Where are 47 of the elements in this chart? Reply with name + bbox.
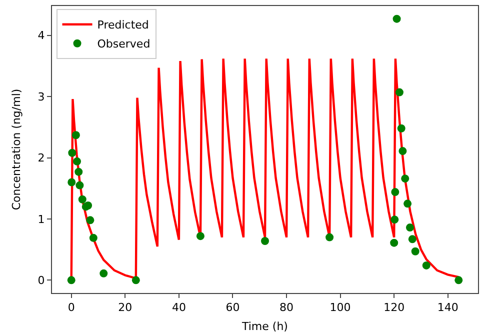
point xyxy=(398,147,407,156)
y-tick-label: 2 xyxy=(38,152,45,165)
point xyxy=(397,124,406,132)
x-tick-label: 40 xyxy=(172,301,186,314)
point xyxy=(86,216,94,224)
point xyxy=(68,148,76,157)
point xyxy=(89,234,98,242)
point xyxy=(408,235,416,244)
legend-label: Observed xyxy=(97,38,150,51)
point xyxy=(392,14,401,23)
point xyxy=(401,174,410,183)
x-tick-label: 100 xyxy=(330,301,351,314)
point xyxy=(100,269,108,278)
point xyxy=(73,157,82,166)
point xyxy=(76,181,84,190)
point xyxy=(395,88,404,96)
point xyxy=(72,131,80,140)
y-tick-label: 0 xyxy=(38,274,45,287)
point xyxy=(196,232,204,240)
point xyxy=(404,200,412,208)
x-tick-label: 20 xyxy=(118,301,132,314)
x-tick-label: 0 xyxy=(68,301,75,314)
y-axis-title: Concentration (ng/ml) xyxy=(10,88,23,210)
point xyxy=(411,247,420,256)
point xyxy=(84,201,92,210)
legend-label: Predicted xyxy=(97,18,149,32)
point xyxy=(390,238,398,247)
point xyxy=(67,276,76,284)
x-tick-label: 140 xyxy=(437,301,458,314)
x-tick-label: 60 xyxy=(226,301,240,314)
point xyxy=(132,276,140,284)
y-tick-label: 3 xyxy=(38,90,45,104)
y-tick-label: 1 xyxy=(38,212,45,226)
point xyxy=(390,216,399,224)
x-tick-label: 80 xyxy=(280,301,294,314)
point xyxy=(261,236,269,245)
point xyxy=(326,233,334,242)
point xyxy=(391,188,400,196)
point xyxy=(68,178,76,186)
point xyxy=(422,261,430,270)
point xyxy=(454,276,463,284)
point xyxy=(74,168,83,176)
x-axis-title: Time (h) xyxy=(241,320,288,333)
x-tick-label: 120 xyxy=(384,301,405,314)
point xyxy=(78,195,86,204)
y-tick-label: 4 xyxy=(38,29,45,42)
point xyxy=(406,224,414,232)
